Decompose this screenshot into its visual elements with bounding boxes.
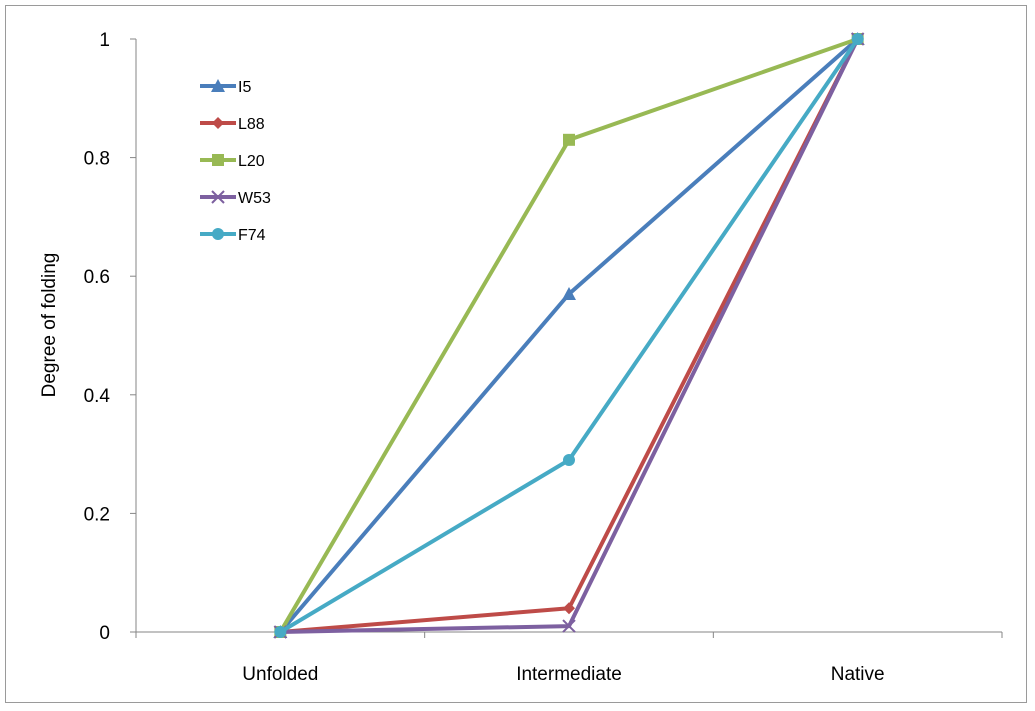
- legend-marker: [212, 228, 224, 240]
- legend-item: I5: [200, 79, 251, 96]
- legend-label: L20: [238, 153, 265, 170]
- y-ticks: 0 0.2 0.4 0.6 0.8 1: [84, 30, 136, 644]
- series-line: [280, 38, 860, 634]
- y-axis-title: Degree of folding: [39, 253, 60, 398]
- series-layer: [273, 32, 865, 639]
- data-point: [563, 133, 575, 146]
- data-point: [851, 33, 864, 45]
- legend-item: F74: [200, 227, 266, 244]
- legend-item: W53: [200, 190, 271, 207]
- data-point: [563, 602, 575, 615]
- x-ticks: Unfolded Intermediate Native: [135, 632, 1003, 685]
- data-point: [274, 626, 287, 638]
- series-i5: [273, 32, 865, 638]
- legend-label: L88: [238, 116, 265, 133]
- series-f74: [274, 33, 864, 638]
- series-line: [279, 37, 860, 634]
- y-tick-label: 0: [99, 623, 110, 644]
- axes: [135, 39, 1002, 633]
- legend-label: W53: [238, 190, 271, 207]
- legend-marker: [211, 79, 225, 92]
- series-l20: [274, 33, 864, 638]
- data-point: [562, 619, 576, 633]
- y-tick-label: 1: [99, 30, 110, 51]
- series-line: [280, 38, 860, 634]
- y-tick-label: 0.2: [84, 504, 110, 525]
- legend-marker: [212, 117, 224, 129]
- legend-label: I5: [238, 79, 251, 96]
- legend: I5 L88 L20 W53 F74: [200, 79, 271, 244]
- y-tick-label: 0.8: [84, 149, 110, 170]
- legend-item: L88: [200, 116, 265, 133]
- y-tick-label: 0.6: [84, 267, 110, 288]
- x-tick-label: Unfolded: [242, 664, 318, 685]
- series-l88: [274, 33, 864, 638]
- x-tick-label: Native: [831, 664, 885, 685]
- legend-item: L20: [200, 153, 265, 170]
- series-line: [278, 37, 859, 634]
- series-line: [278, 37, 859, 634]
- y-tick-label: 0.4: [84, 386, 111, 407]
- legend-marker: [211, 190, 225, 204]
- data-point: [563, 454, 575, 467]
- data-point: [562, 286, 576, 300]
- series-w53: [273, 32, 865, 639]
- legend-label: F74: [238, 227, 266, 244]
- x-tick-label: Intermediate: [516, 664, 622, 685]
- legend-marker: [212, 154, 224, 166]
